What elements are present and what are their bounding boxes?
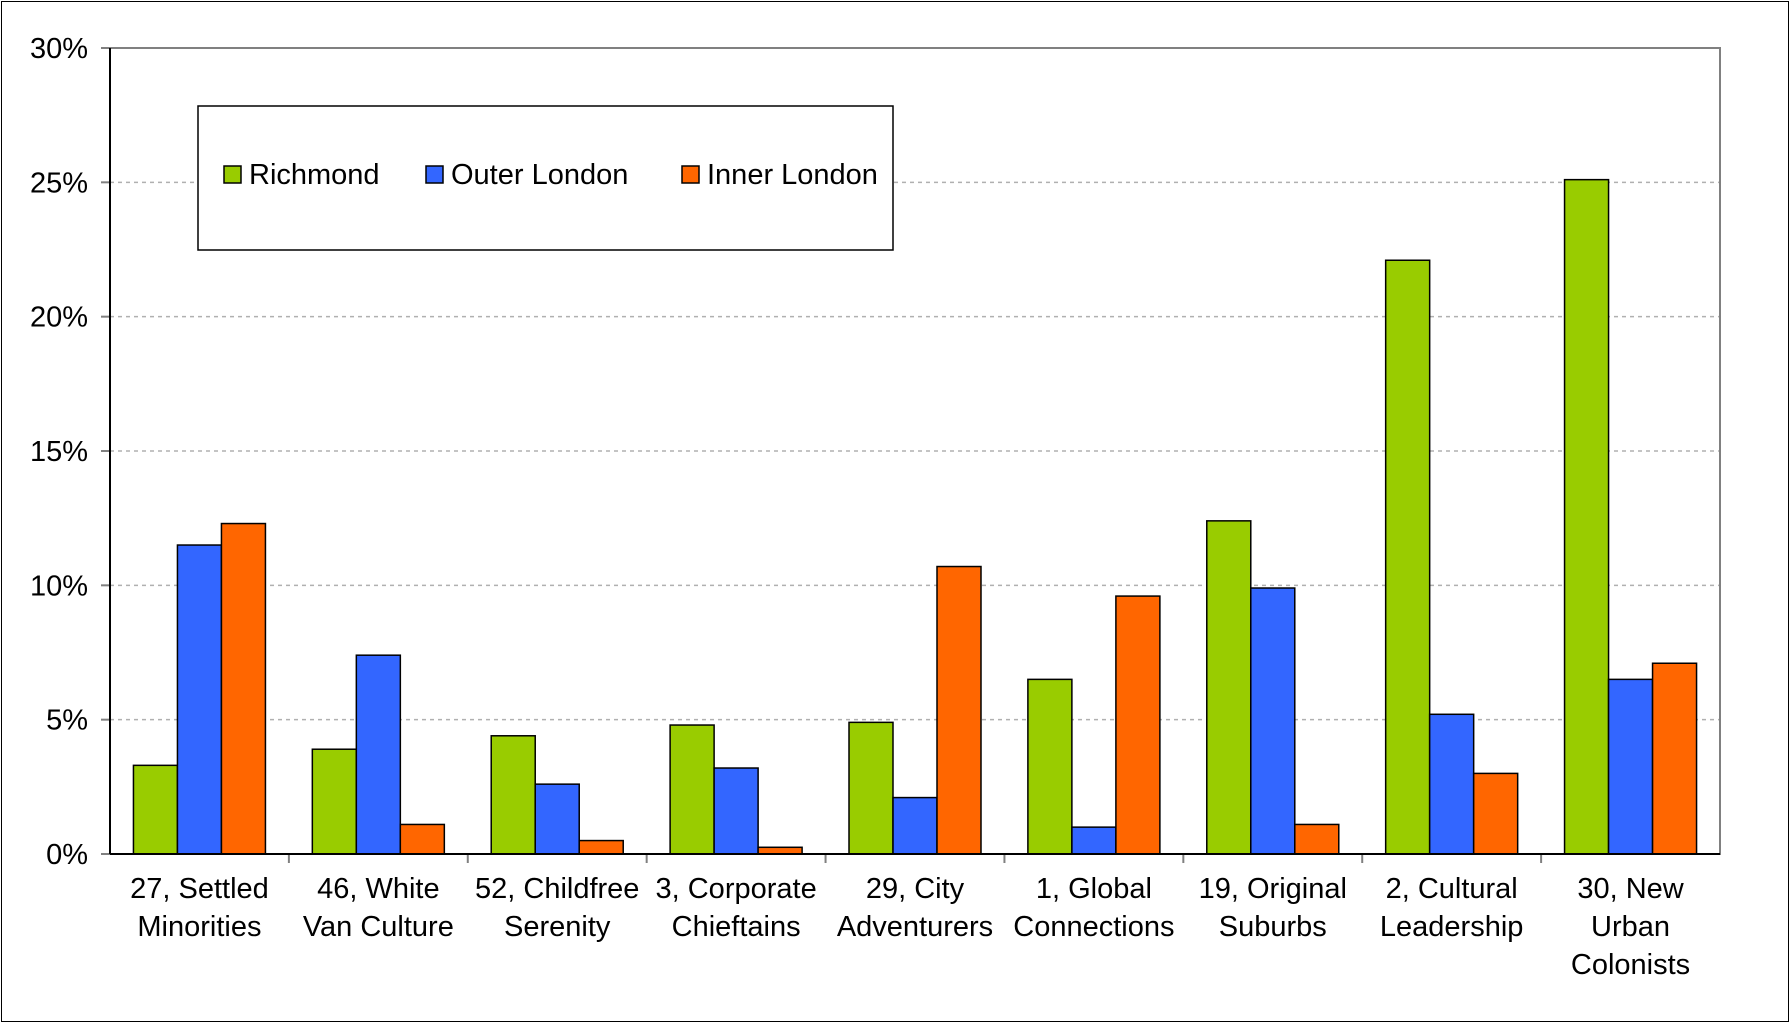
legend-swatch-outer-london bbox=[425, 165, 444, 184]
bar-outer-london bbox=[355, 654, 402, 855]
gridlines bbox=[110, 181, 1720, 721]
x-category-label: 30, New bbox=[1577, 873, 1684, 905]
bar-richmond bbox=[132, 764, 179, 855]
bar-richmond bbox=[848, 721, 894, 855]
bar-inner-london bbox=[578, 839, 624, 855]
legend-label: Outer London bbox=[451, 159, 628, 191]
bar-inner-london bbox=[220, 522, 267, 855]
x-category-label: 27, Settled bbox=[130, 873, 269, 905]
bar-outer-london bbox=[1607, 678, 1654, 855]
x-category-label: Adventurers bbox=[837, 911, 993, 943]
bar-outer-london bbox=[534, 783, 580, 855]
bar-richmond bbox=[669, 724, 715, 855]
legend-label: Inner London bbox=[707, 159, 878, 191]
x-category-label: 3, Corporate bbox=[656, 873, 817, 905]
x-category-label: Minorities bbox=[137, 911, 261, 943]
y-tick-label: 15% bbox=[30, 436, 88, 468]
x-category-label: 19, Original bbox=[1199, 873, 1347, 905]
x-category-label: Leadership bbox=[1380, 911, 1524, 943]
x-category-label: Suburbs bbox=[1219, 911, 1327, 943]
bar-outer-london bbox=[1250, 587, 1296, 855]
y-tick-label: 0% bbox=[46, 839, 88, 871]
y-axis-tick-labels: 0% 5% 10% 15% 20% 25% 30% bbox=[30, 33, 88, 871]
y-tick-label: 10% bbox=[30, 570, 88, 602]
bar-richmond bbox=[1027, 678, 1073, 855]
bar-richmond bbox=[490, 735, 536, 855]
bar-richmond bbox=[1384, 259, 1431, 855]
legend-box bbox=[197, 105, 894, 251]
bar-inner-london bbox=[1472, 772, 1519, 855]
x-category-label: Serenity bbox=[504, 911, 611, 943]
x-category-label: 52, Childfree bbox=[475, 873, 639, 905]
bar-inner-london bbox=[936, 565, 982, 855]
y-tick-label: 20% bbox=[30, 302, 88, 334]
bar-outer-london bbox=[1428, 713, 1475, 855]
axes bbox=[101, 47, 1721, 863]
x-category-label: Van Culture bbox=[303, 911, 454, 943]
y-tick-label: 25% bbox=[30, 167, 88, 199]
bars bbox=[132, 178, 1698, 855]
y-tick-label: 5% bbox=[46, 705, 88, 737]
bar-richmond bbox=[1206, 520, 1252, 855]
bar-richmond bbox=[1563, 178, 1610, 855]
legend-swatch-richmond bbox=[223, 165, 242, 184]
x-category-label: 29, City bbox=[866, 873, 965, 905]
x-category-label: 46, White bbox=[317, 873, 440, 905]
x-category-label: 1, Global bbox=[1036, 873, 1152, 905]
bar-inner-london bbox=[1651, 662, 1698, 855]
bar-outer-london bbox=[176, 544, 223, 855]
bar-richmond bbox=[311, 748, 358, 855]
x-category-label: Connections bbox=[1013, 911, 1174, 943]
bar-outer-london bbox=[1071, 826, 1117, 855]
x-category-label: Urban bbox=[1591, 911, 1670, 943]
x-category-label: 2, Cultural bbox=[1386, 873, 1518, 905]
bar-inner-london bbox=[757, 846, 803, 855]
bar-inner-london bbox=[1294, 823, 1340, 855]
legend-swatch-inner-london bbox=[681, 165, 700, 184]
bar-inner-london bbox=[1115, 595, 1161, 855]
bar-outer-london bbox=[892, 796, 938, 855]
y-tick-label: 30% bbox=[30, 33, 88, 65]
x-category-label: Chieftains bbox=[672, 911, 801, 943]
legend-label: Richmond bbox=[249, 159, 380, 191]
bar-outer-london bbox=[713, 767, 759, 855]
x-axis-category-labels: 27, Settled Minorities 46, White Van Cultur… bbox=[130, 873, 1690, 981]
bar-inner-london bbox=[399, 823, 446, 855]
x-category-label: Colonists bbox=[1571, 949, 1690, 981]
legend: Richmond Outer London Inner London bbox=[197, 105, 894, 251]
